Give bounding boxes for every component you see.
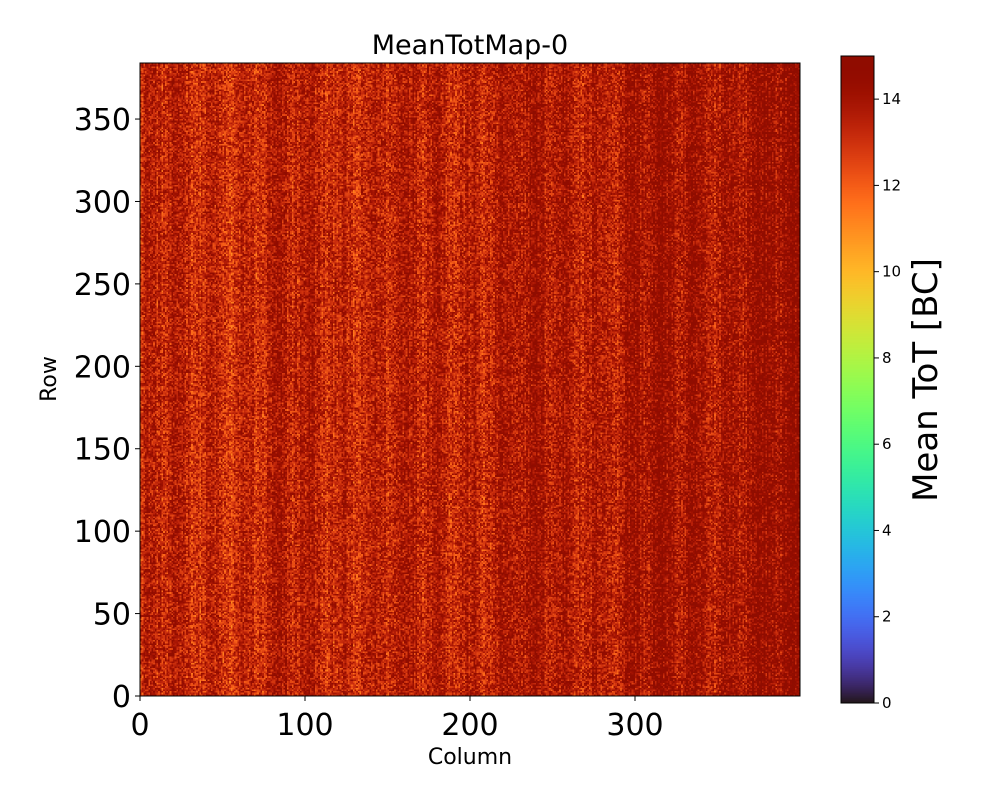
colorbar-frame <box>840 55 875 704</box>
colorbar-tick-label: 12 <box>882 176 901 194</box>
colorbar-tick-label: 4 <box>882 521 892 539</box>
colorbar-ticks: 0 2 4 6 8 10 12 14 <box>874 90 901 712</box>
y-axis-label: Row <box>37 356 62 402</box>
x-tick-label: 0 <box>130 708 149 743</box>
colorbar-tick-label: 0 <box>882 694 892 712</box>
y-tick-label: 150 <box>74 433 131 468</box>
colorbar-tick-label: 6 <box>882 435 892 453</box>
chart-title: MeanTotMap-0 <box>372 30 568 61</box>
y-tick-label: 250 <box>74 268 131 303</box>
x-axis-ticks: 0 100 200 300 <box>130 696 664 743</box>
y-tick-label: 50 <box>93 598 131 633</box>
colorbar-label: Mean ToT [BC] <box>906 258 946 502</box>
colorbar-tick-label: 2 <box>882 608 892 626</box>
x-tick-label: 100 <box>276 708 333 743</box>
heatmap-frame <box>139 62 801 697</box>
colorbar-tick-label: 10 <box>882 263 901 281</box>
x-tick-label: 300 <box>606 708 663 743</box>
y-tick-label: 350 <box>74 103 131 138</box>
colorbar-tick-label: 8 <box>882 349 892 367</box>
y-tick-label: 0 <box>112 680 131 715</box>
x-tick-label: 200 <box>441 708 498 743</box>
y-tick-label: 100 <box>74 515 131 550</box>
colorbar-tick-label: 14 <box>882 90 901 108</box>
y-axis-ticks: 0 50 100 150 200 250 300 350 <box>74 103 140 715</box>
x-axis-label: Column <box>428 745 512 770</box>
heatmap-image <box>140 63 800 696</box>
y-tick-label: 300 <box>74 185 131 220</box>
colorbar-gradient <box>841 56 874 703</box>
y-tick-label: 200 <box>74 350 131 385</box>
